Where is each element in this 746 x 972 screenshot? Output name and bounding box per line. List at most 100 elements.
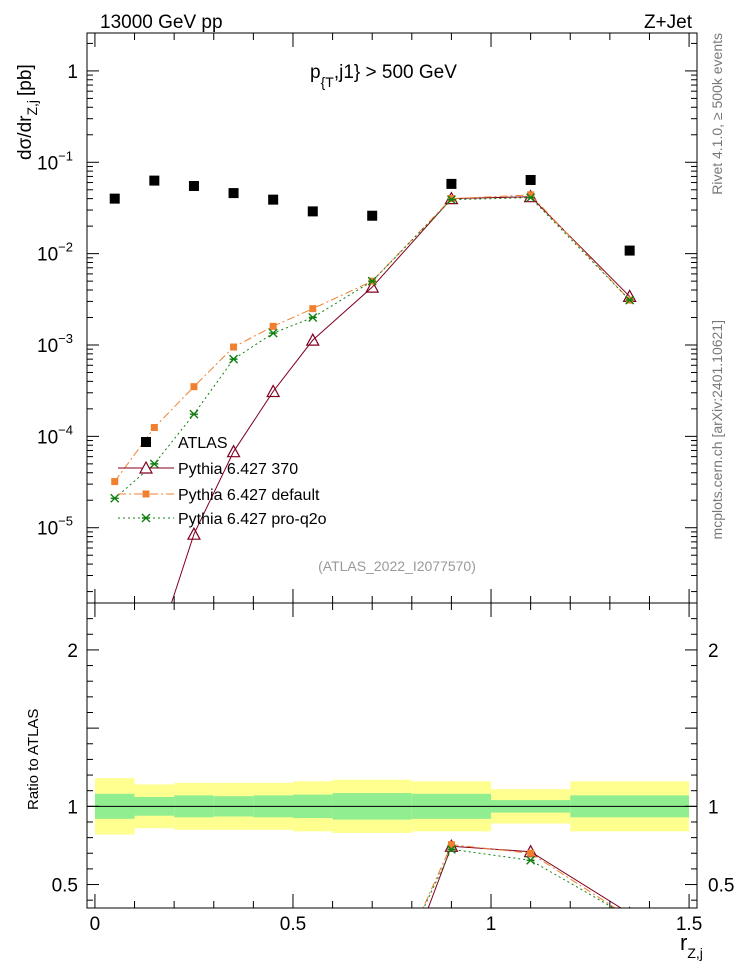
point-pythia-6-427-pro-q2o (308, 313, 318, 322)
cut-label-suffix: ,j1} > 500 GeV (334, 62, 457, 83)
analysis-id-label: (ATLAS_2022_I2077570) (318, 558, 476, 574)
ratio-line-pythia-6-427-default (422, 844, 617, 908)
point-atlas (307, 206, 318, 217)
x-axis-label-main: r (680, 930, 687, 955)
legend: ATLAS Pythia 6.427 370 Pythia 6.427 defaul… (118, 435, 327, 528)
point-pythia-6-427-370 (305, 332, 320, 346)
series-line-pythia-6-427-pro-q2o (114, 197, 631, 499)
y-tick-label-base: 10 (37, 427, 58, 448)
ratio-y-tick-label: 1 (67, 797, 78, 818)
legend-label-pythia-6-427-default: Pythia 6.427 default (178, 487, 320, 504)
main-y-axis-label-main: dσ/dr (15, 115, 36, 160)
y-tick-label-exponent: −2 (58, 240, 73, 255)
x-tick-label: 1 (486, 914, 497, 935)
point-atlas (446, 178, 457, 189)
legend-marker-pythia-6-427-default (142, 490, 150, 498)
y-tick-label: 1 (67, 62, 78, 83)
point-pythia-6-427-370 (186, 526, 201, 540)
ratio-frame (86, 602, 698, 909)
point-pythia-6-427-pro-q2o (367, 276, 377, 286)
ratio-y-tick-label: 0.5 (52, 876, 78, 897)
point-pythia-6-427-370 (365, 279, 380, 293)
ratio-point-pythia-6-427-pro-q2o (626, 913, 634, 921)
ratio-y-tick-label: 2 (67, 641, 78, 662)
x-axis-label: rZ,j (680, 930, 703, 961)
y-tick-label: 10−3 (37, 331, 73, 357)
x-axis-label-sub: Z,j (687, 945, 703, 961)
point-pythia-6-427-pro-q2o (149, 459, 159, 469)
point-pythia-6-427-370 (266, 384, 281, 398)
ratio-y-tick-label-right: 1 (708, 797, 719, 818)
point-pythia-6-427-pro-q2o (268, 328, 278, 338)
point-pythia-6-427-370 (148, 649, 160, 660)
point-pythia-6-427-default (447, 195, 455, 203)
point-pythia-6-427-pro-q2o (526, 193, 536, 203)
legend-label-atlas: ATLAS (178, 435, 228, 452)
ratio-y-axis-label: Ratio to ATLAS (25, 709, 42, 810)
y-tick-label: 10−2 (37, 240, 73, 266)
process-label: Z+Jet (644, 12, 693, 33)
main-plot-area (109, 174, 637, 660)
ratio-y-tick-label-right: 2 (708, 641, 719, 662)
point-atlas (228, 188, 239, 199)
y-tick-label-base: 10 (37, 519, 58, 540)
main-y-axis-label: dσ/drZ,j [pb] (15, 64, 40, 160)
ratio-point-pythia-6-427-pro-q2o (446, 844, 456, 854)
ratio-point-pythia-6-427-default (626, 914, 633, 921)
y-tick-label: 10−5 (37, 514, 73, 540)
point-pythia-6-427-default (111, 478, 119, 486)
point-pythia-6-427-pro-q2o (446, 195, 456, 205)
y-tick-label-exponent: −5 (58, 514, 73, 529)
mcplots-reference-label: mcplots.cern.ch [arXiv:2401.10621] (709, 320, 725, 539)
point-pythia-6-427-pro-q2o (625, 295, 635, 305)
energy-label: 13000 GeV pp (100, 12, 223, 33)
ratio-point-pythia-6-427-370 (628, 906, 631, 908)
main-y-axis-label-sub: Z,j (24, 100, 40, 116)
main-y-axis-label-unit: [pb] (15, 64, 36, 96)
point-atlas (188, 180, 199, 191)
point-pythia-6-427-pro-q2o (110, 493, 120, 503)
ratio-point-pythia-6-427-default (527, 849, 535, 857)
point-atlas (525, 174, 536, 185)
y-tick-label-exponent: −1 (58, 148, 73, 163)
legend-label-pythia-6-427-pro-q2o: Pythia 6.427 pro-q2o (178, 511, 327, 528)
series-line-pythia-6-427-default (114, 194, 631, 482)
legend-marker-pythia-6-427-pro-q2o (141, 513, 151, 523)
cut-label-subscript: {T (321, 74, 335, 90)
legend-marker-atlas (141, 437, 151, 447)
y-tick-label-exponent: −4 (58, 422, 73, 437)
y-tick-label: 10−1 (37, 148, 73, 174)
y-tick-label-exponent: −3 (58, 331, 73, 346)
point-atlas (268, 194, 279, 205)
ratio-line-pythia-6-427-pro-q2o (423, 848, 615, 908)
y-tick-label: 10−4 (37, 422, 73, 448)
point-pythia-6-427-default (190, 383, 198, 391)
y-tick-label-base: 10 (37, 336, 58, 357)
ratio-line-pythia-6-427-370 (427, 845, 622, 908)
ratio-plot-area (422, 838, 634, 921)
x-tick-label: 0.5 (280, 914, 306, 935)
point-atlas (109, 193, 120, 204)
point-pythia-6-427-370 (226, 444, 241, 458)
cut-label: p{T,j1} > 500 GeV (310, 62, 457, 90)
ratio-point-pythia-6-427-pro-q2o (526, 855, 536, 865)
y-tick-label-base: 10 (37, 245, 58, 266)
point-pythia-6-427-pro-q2o (229, 354, 239, 364)
point-pythia-6-427-default (269, 322, 277, 330)
point-atlas (367, 210, 378, 221)
rivet-version-label: Rivet 4.1.0, ≥ 500k events (709, 33, 725, 195)
ratio-point-pythia-6-427-default (447, 841, 455, 849)
y-tick-label-base: 10 (37, 153, 58, 174)
legend-marker-pythia-6-427-370 (138, 460, 154, 474)
ratio-panel: 0.5 0.5 1 1 2 2 0 0.5 1 1.5 (52, 602, 734, 935)
main-panel: 10−510−410−310−210−11 (37, 32, 698, 660)
x-tick-label: 1.5 (676, 914, 702, 935)
legend-label-pythia-6-427-370: Pythia 6.427 370 (178, 461, 298, 478)
point-pythia-6-427-default (309, 305, 317, 313)
x-tick-label: 0 (90, 914, 101, 935)
series-line-pythia-6-427-370 (170, 196, 631, 603)
point-pythia-6-427-default (527, 191, 535, 199)
ratio-y-tick-label-right: 0.5 (708, 876, 734, 897)
point-pythia-6-427-default (150, 424, 158, 432)
